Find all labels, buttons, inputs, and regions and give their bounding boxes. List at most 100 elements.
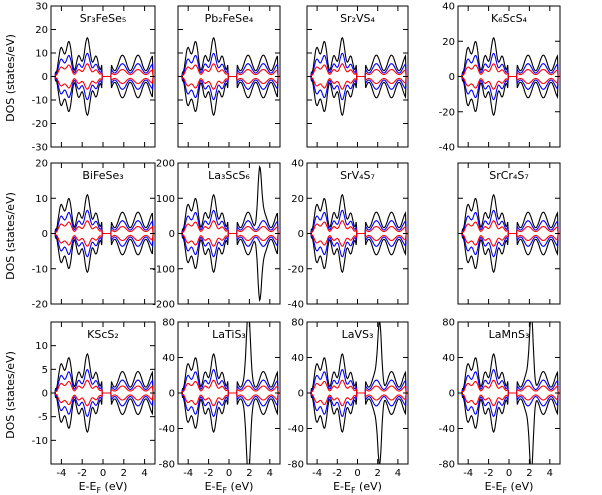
x-tick-label: -2 xyxy=(332,468,342,479)
y-tick-label: 0 xyxy=(42,389,48,400)
panel-12: -4 -2 0 2 4 -80 -40 0 40 80 LaMnS₃ E-EF (eV) xyxy=(439,318,561,495)
y-tick-label: 40 xyxy=(162,353,175,364)
x-tick-label: -4 xyxy=(56,468,66,479)
panel-title: Sr₃FeSe₅ xyxy=(80,12,127,25)
panel-title: KScS₂ xyxy=(87,328,119,341)
red-pdos-up xyxy=(178,379,280,394)
total-dos-down xyxy=(307,392,408,464)
y-tick-label: 40 xyxy=(291,353,304,364)
panel-title: SrCr₄S₇ xyxy=(489,169,529,182)
y-tick-label: 0 xyxy=(169,389,175,400)
panel-3: Sr₂VS₄ xyxy=(306,5,409,148)
y-tick-label: -100 xyxy=(152,264,175,275)
panel-title: LaTiS₃ xyxy=(212,328,246,341)
red-pdos-down xyxy=(51,392,155,407)
red-pdos-down xyxy=(51,232,155,247)
plot-area xyxy=(51,353,155,433)
y-tick-label: 20 xyxy=(35,159,48,170)
y-tick-label: 80 xyxy=(442,318,455,329)
y-axis-label-row3: DOS (states/eV) xyxy=(4,351,17,439)
red-pdos-down xyxy=(51,75,155,90)
red-pdos-up xyxy=(51,379,155,394)
red-pdos-down xyxy=(307,75,408,90)
panel-title: Pb₂FeSe₄ xyxy=(205,12,254,25)
y-tick-label: -200 xyxy=(152,300,175,311)
y-tick-label: 40 xyxy=(442,2,455,13)
y-tick-label: -5 xyxy=(38,412,48,423)
x-tick-label: -2 xyxy=(204,468,214,479)
y-tick-label: -80 xyxy=(288,460,304,471)
panel-4: -40 -20 0 20 40 K₆ScS₄ xyxy=(439,2,561,154)
y-tick-label: -20 xyxy=(288,264,304,275)
plot-area xyxy=(458,193,560,274)
x-tick-label: 0 xyxy=(226,468,232,479)
y-axis-label-row1: DOS (states/eV) xyxy=(4,34,17,122)
red-pdos-up xyxy=(51,63,155,78)
x-axis-label: E-EF (eV) xyxy=(333,480,382,495)
total-dos-up xyxy=(458,193,560,235)
y-tick-label: 0 xyxy=(449,72,455,83)
red-pdos-down xyxy=(178,232,280,247)
panel-title: K₆ScS₄ xyxy=(491,12,528,25)
y-tick-label: 0 xyxy=(449,389,455,400)
panel-1: -30 -20 -10 0 10 20 30 Sr₃FeSe₅ xyxy=(32,2,156,154)
panel-6: -200 -100 0 100 200 La₃ScS₆ xyxy=(152,159,281,311)
y-tick-label: 0 xyxy=(298,229,304,240)
y-tick-label: -20 xyxy=(32,119,48,130)
panel-title: LaVS₃ xyxy=(342,328,374,341)
x-tick-label: 2 xyxy=(246,468,252,479)
y-tick-label: 5 xyxy=(42,365,48,376)
panel-9: -4 -2 0 2 4 -10 -5 0 5 10 KScS₂ E-EF (eV) xyxy=(32,321,156,495)
panel-5: -20 -10 0 10 20 BiFeSe₃ xyxy=(32,159,156,311)
y-tick-label: 10 xyxy=(35,341,48,352)
red-pdos-up xyxy=(307,220,408,235)
red-pdos-down xyxy=(307,232,408,247)
total-dos-down xyxy=(458,75,560,117)
plot-area xyxy=(51,36,155,117)
x-axis-label: E-EF (eV) xyxy=(79,480,128,495)
plot-area xyxy=(178,165,280,302)
plot-area xyxy=(178,36,280,117)
y-tick-label: 0 xyxy=(169,229,175,240)
y-tick-label: 10 xyxy=(35,49,48,60)
red-pdos-down xyxy=(458,232,560,247)
red-pdos-up xyxy=(178,220,280,235)
x-tick-label: -2 xyxy=(484,468,494,479)
red-pdos-up xyxy=(458,220,560,235)
total-dos-down xyxy=(307,75,408,117)
y-tick-label: 40 xyxy=(291,159,304,170)
panel-title: La₃ScS₆ xyxy=(208,169,250,182)
red-pdos-down xyxy=(307,392,408,407)
plot-area xyxy=(458,36,560,117)
red-pdos-up xyxy=(178,63,280,78)
plot-area xyxy=(307,322,408,464)
total-dos-up xyxy=(51,193,155,235)
red-pdos-down xyxy=(458,75,560,90)
plot-area xyxy=(51,193,155,274)
y-tick-label: -30 xyxy=(32,143,48,154)
total-dos-down xyxy=(307,232,408,274)
y-tick-label: -40 xyxy=(159,424,175,435)
y-tick-label: -10 xyxy=(32,264,48,275)
panel-2: Pb₂FeSe₄ xyxy=(177,5,281,148)
x-tick-label: 4 xyxy=(141,468,147,479)
total-dos-down xyxy=(51,75,155,117)
y-tick-label: -10 xyxy=(32,96,48,107)
y-tick-label: 20 xyxy=(35,25,48,36)
x-tick-label: 2 xyxy=(375,468,381,479)
x-axis-label: E-EF (eV) xyxy=(205,480,254,495)
total-dos-up xyxy=(51,353,155,394)
panel-title: BiFeSe₃ xyxy=(82,169,123,182)
x-tick-label: 0 xyxy=(506,468,512,479)
total-dos-down xyxy=(51,392,155,433)
y-tick-label: 100 xyxy=(156,194,175,205)
y-tick-label: -20 xyxy=(439,107,455,118)
total-dos-up xyxy=(307,193,408,235)
y-tick-label: 80 xyxy=(291,318,304,329)
y-tick-label: 40 xyxy=(442,353,455,364)
y-tick-label: 20 xyxy=(442,37,455,48)
y-tick-label: 10 xyxy=(35,194,48,205)
y-tick-label: -80 xyxy=(439,460,455,471)
red-pdos-down xyxy=(458,392,560,407)
